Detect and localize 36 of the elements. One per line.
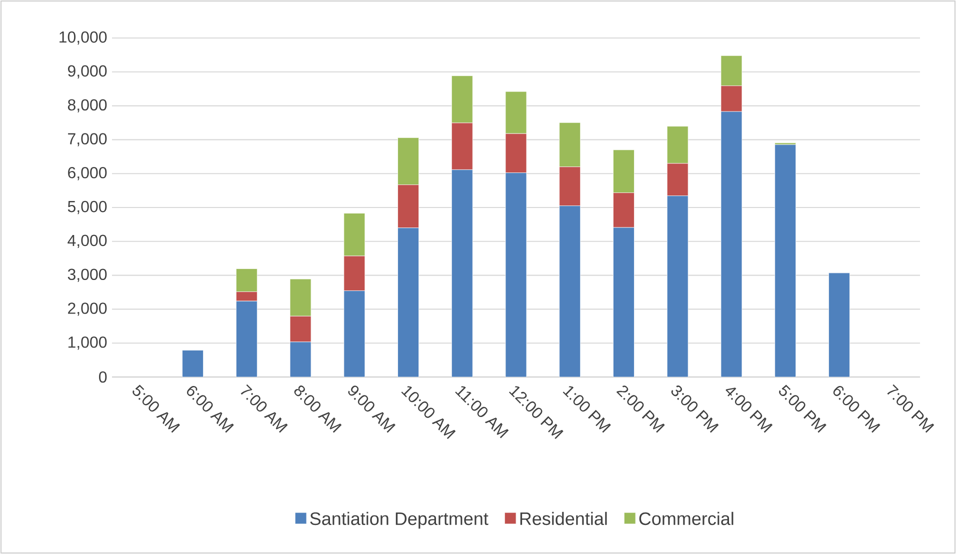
y-tick-label: 3,000 [68,268,107,282]
bar [182,350,204,377]
bar [666,196,688,377]
bar [344,290,366,377]
y-tick-label: 4,000 [68,234,107,248]
y-tick-label: 1,000 [68,336,107,350]
bar [451,170,473,377]
bar [774,144,796,377]
bar [613,227,634,377]
legend-label: Commercial [639,512,734,526]
y-tick-label: 0 [99,371,107,383]
x-tick-label: 6:00 AM [186,386,234,433]
x-tick-label: 8:00 AM [294,386,342,433]
bar [828,272,850,377]
y-tick-label: 6,000 [68,166,107,180]
y-tick-label: 7,000 [68,133,107,146]
bar [720,111,742,377]
bar [398,228,419,377]
x-tick-label: 5:00 PM [779,384,826,433]
y-tick-label: 9,000 [68,65,107,79]
x-tick-label: 6:00 PM [833,386,880,433]
bar [505,172,527,377]
legend-label: Residential [520,512,607,526]
x-tick-label: 2:00 PM [616,386,665,433]
x-tick-label: 9:00 AM [348,386,396,433]
x-tick-label: 1:00 PM [562,386,611,433]
x-tick-label: 3:00 PM [671,386,719,433]
y-tick-label: 10,000 [60,31,107,45]
y-tick-label: 5,000 [68,200,107,214]
bar [290,342,312,377]
y-tick-label: 2,000 [68,302,107,316]
x-tick-label: 4:00 PM [726,388,773,433]
y-tick-label: 8,000 [68,99,107,112]
bar [236,300,258,377]
bar [559,206,581,377]
legend-label: Santiation Department [310,512,488,529]
